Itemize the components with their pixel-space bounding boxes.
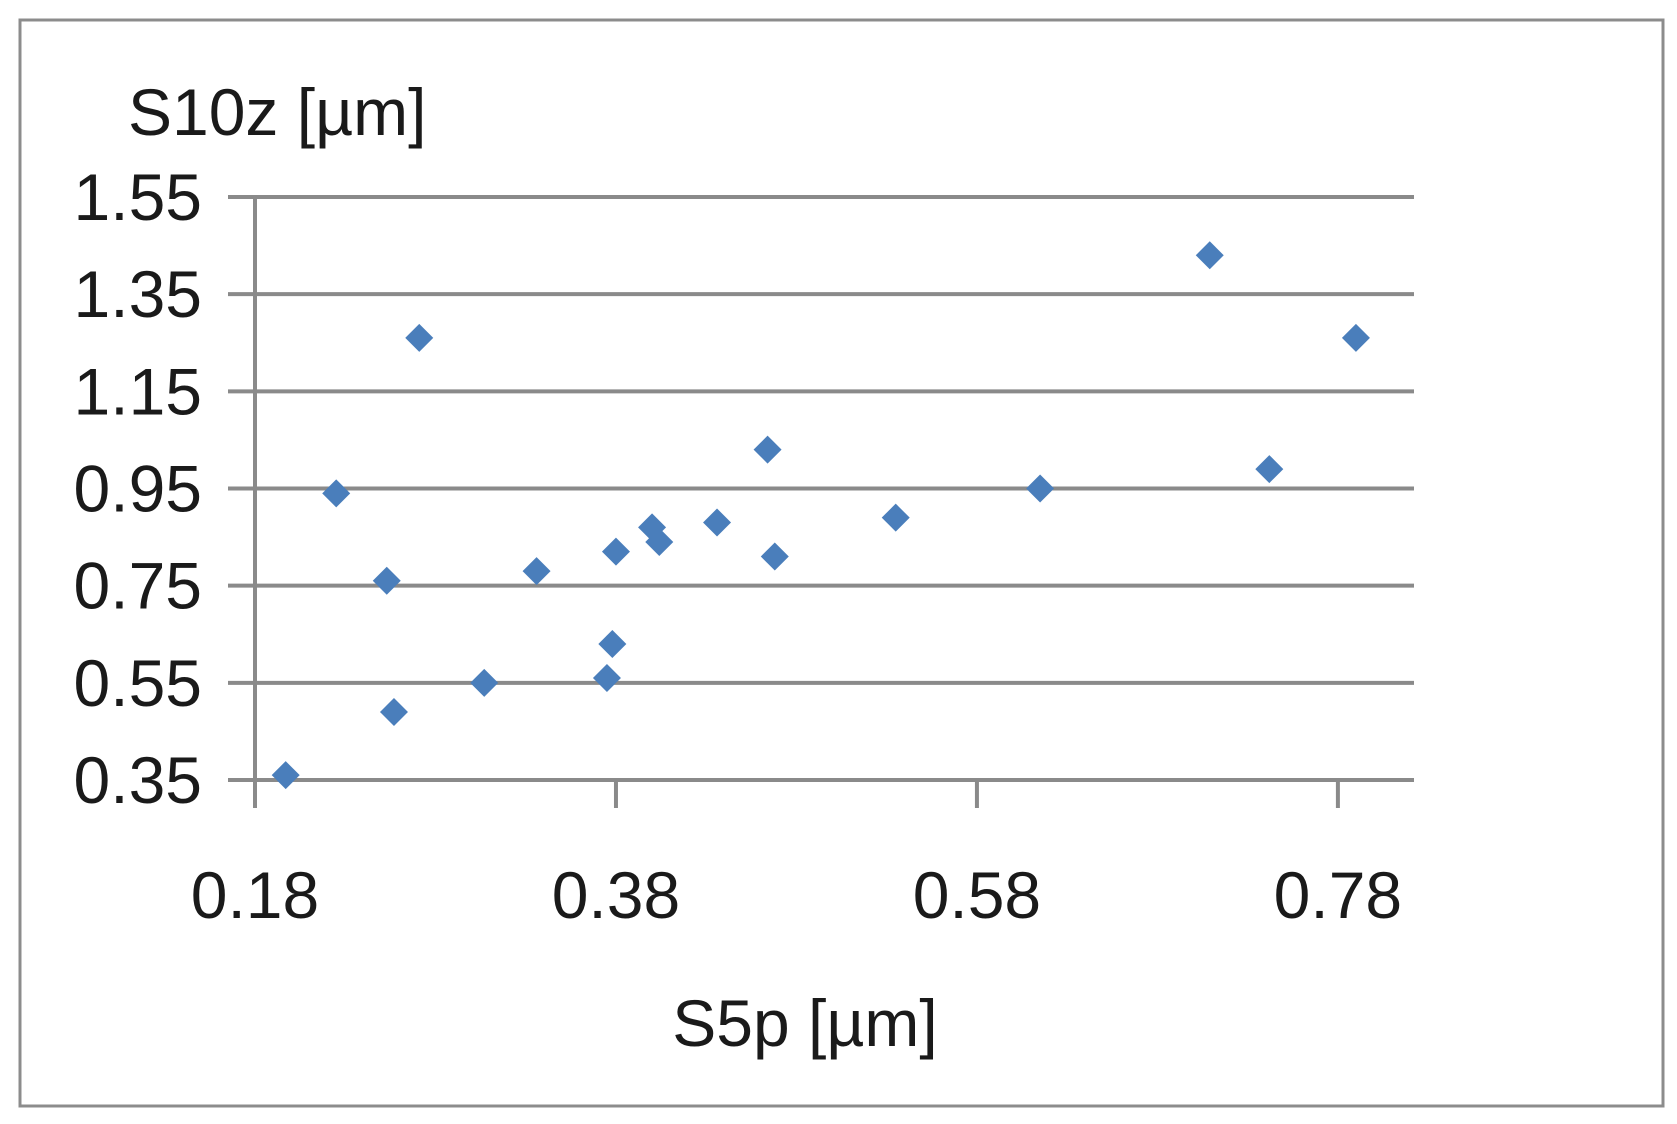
x-tick-label: 0.58 xyxy=(913,858,1041,932)
y-tick-label: 0.55 xyxy=(74,646,202,720)
tick-labels: 1.55 1.35 1.15 0.95 0.75 0.55 0.35 0.18 0.38 0.58… xyxy=(74,160,1403,932)
gridlines xyxy=(228,195,1414,782)
y-tick-label: 0.75 xyxy=(74,549,202,623)
data-point xyxy=(1026,474,1055,503)
x-tick-label: 0.38 xyxy=(552,858,680,932)
data-point xyxy=(372,566,401,595)
data-point xyxy=(598,629,627,658)
x-tick-label: 0.78 xyxy=(1274,858,1402,932)
data-point xyxy=(645,527,674,556)
y-tick-label: 1.35 xyxy=(74,257,202,331)
y-tick-label: 0.35 xyxy=(74,743,202,817)
data-points xyxy=(271,241,1370,790)
data-point xyxy=(1195,241,1224,270)
data-point xyxy=(592,663,621,692)
data-point xyxy=(601,537,630,566)
data-point xyxy=(1341,323,1370,352)
x-tick-label: 0.18 xyxy=(191,858,319,932)
x-axis-title: S5p [µm] xyxy=(672,986,937,1060)
data-point xyxy=(405,323,434,352)
chart-frame xyxy=(18,18,1665,1108)
y-axis-title: S10z [µm] xyxy=(128,75,426,149)
data-point xyxy=(522,557,551,586)
data-point xyxy=(703,508,732,537)
data-point xyxy=(753,435,782,464)
axes xyxy=(253,197,1340,808)
y-tick-label: 1.55 xyxy=(74,160,202,234)
data-point xyxy=(271,761,300,790)
data-point xyxy=(379,697,408,726)
data-point xyxy=(470,668,499,697)
y-tick-label: 1.15 xyxy=(74,354,202,428)
data-point xyxy=(760,542,789,571)
data-point xyxy=(881,503,910,532)
data-point xyxy=(322,479,351,508)
y-tick-label: 0.95 xyxy=(74,452,202,526)
data-point xyxy=(1255,455,1284,484)
